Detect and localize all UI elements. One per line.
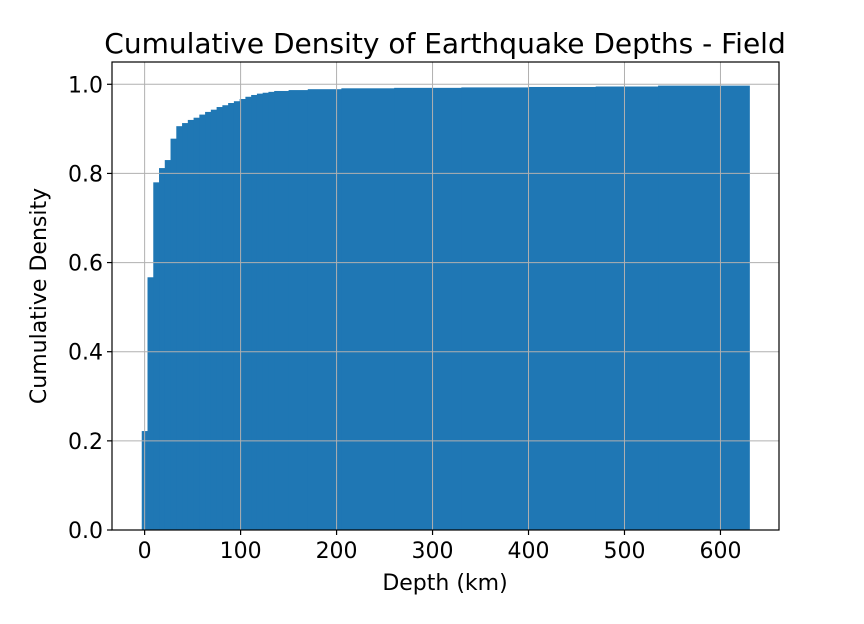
y-axis-label: Cumulative Density (27, 188, 52, 404)
chart-title: Cumulative Density of Earthquake Depths … (104, 27, 785, 60)
histogram-bar-3 (159, 168, 166, 530)
y-tick-label-0: 0.0 (68, 519, 103, 544)
histogram-bar-18 (245, 96, 252, 531)
histogram-bar-24 (288, 90, 309, 530)
histogram-bar-28 (461, 87, 530, 530)
y-ticks: 0.0 0.2 0.4 0.6 0.8 1.0 (68, 73, 112, 544)
histogram-bars (141, 85, 750, 531)
histogram-bar-30 (595, 86, 659, 530)
histogram-bar-7 (182, 123, 189, 530)
x-tick-label-4: 400 (508, 539, 550, 564)
y-tick-label-4: 0.8 (68, 162, 103, 187)
x-tick-label-3: 300 (412, 539, 454, 564)
y-tick-label-2: 0.4 (68, 341, 103, 366)
x-tick-label-0: 0 (138, 539, 152, 564)
histogram-bar-12 (210, 109, 218, 530)
plot-frame (111, 61, 780, 531)
histogram-bar-31 (658, 85, 750, 531)
histogram-bar-29 (528, 86, 597, 531)
histogram-bar-9 (193, 117, 200, 531)
histogram-bar-17 (239, 98, 246, 531)
histogram-bar-22 (268, 91, 275, 531)
histogram-bar-26 (341, 88, 395, 531)
histogram-bar-8 (187, 119, 195, 530)
histogram-bar-10 (199, 114, 206, 530)
histogram-bar-15 (228, 103, 235, 530)
histogram-bar-23 (274, 90, 290, 530)
y-tick-label-5: 1.0 (68, 73, 103, 98)
histogram-bar-13 (216, 107, 223, 531)
histogram-bar-5 (170, 138, 177, 530)
grid-lines (112, 62, 779, 531)
x-ticks: 0 100 200 300 400 500 600 (138, 530, 741, 564)
histogram-bar-27 (394, 87, 462, 530)
histogram-bar-21 (262, 92, 270, 530)
x-tick-label-2: 200 (316, 539, 358, 564)
x-axis-label: Depth (km) (382, 571, 507, 596)
histogram-bar-19 (251, 94, 258, 530)
histogram-bar-1 (147, 277, 154, 530)
histogram-bar-6 (176, 126, 183, 531)
x-tick-label-6: 600 (699, 539, 741, 564)
histogram-bar-4 (164, 160, 172, 530)
x-tick-label-5: 500 (603, 539, 645, 564)
histogram-bar-2 (153, 182, 160, 530)
x-tick-label-1: 100 (220, 539, 262, 564)
y-tick-label-3: 0.6 (68, 252, 103, 277)
y-tick-label-1: 0.2 (68, 430, 103, 455)
histogram-bar-16 (233, 101, 241, 530)
histogram-bar-14 (222, 105, 229, 530)
histogram-bar-20 (256, 93, 264, 531)
histogram-bar-11 (205, 111, 212, 531)
plot-area: 0 100 200 300 400 500 600 0.0 0.2 0.4 0.6 0.8 1.0 (68, 61, 780, 564)
